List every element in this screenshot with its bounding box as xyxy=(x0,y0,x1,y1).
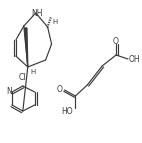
Text: H: H xyxy=(52,19,57,25)
Text: OH: OH xyxy=(129,54,141,63)
Text: H: H xyxy=(30,69,35,75)
Text: HO: HO xyxy=(62,108,73,117)
Text: NH: NH xyxy=(31,8,42,17)
Text: O: O xyxy=(57,86,62,95)
Text: Cl: Cl xyxy=(19,74,27,83)
Text: N: N xyxy=(6,88,12,97)
Polygon shape xyxy=(25,28,28,67)
Text: O: O xyxy=(113,36,119,45)
